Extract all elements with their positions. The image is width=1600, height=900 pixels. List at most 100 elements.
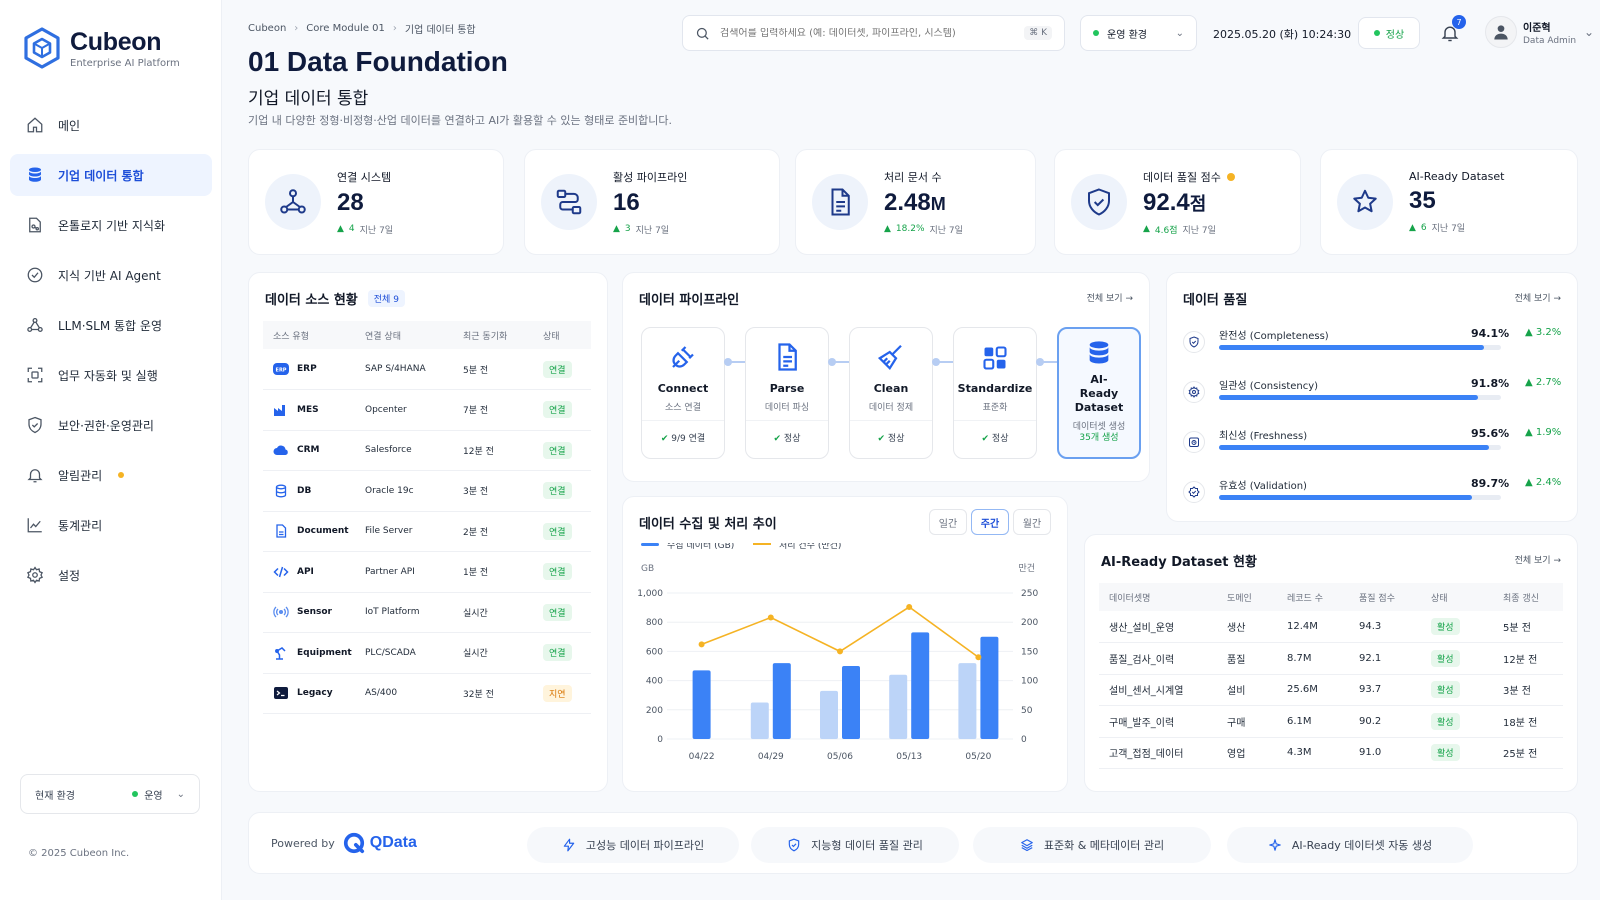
status-badge: 활성 bbox=[1431, 618, 1460, 635]
status-label: 정상 bbox=[1385, 29, 1405, 41]
search-box[interactable]: ⌘ K bbox=[682, 15, 1065, 51]
column-header[interactable]: 데이터셋명 bbox=[1099, 583, 1217, 611]
column-header[interactable]: 도메인 bbox=[1217, 583, 1277, 611]
feature-pill[interactable]: 지능형 데이터 품질 관리 bbox=[751, 827, 959, 863]
cog-check-icon bbox=[1183, 381, 1205, 403]
column-header[interactable]: 연결 상태 bbox=[355, 321, 453, 349]
metric-label: 최신성 (Freshness) bbox=[1219, 431, 1308, 442]
sidebar-item-label: 알림관리 bbox=[58, 468, 103, 483]
feature-pill[interactable]: AI-Ready 데이터셋 자동 생성 bbox=[1227, 827, 1473, 863]
sidebar-item-ai-agent[interactable]: 지식 기반 AI Agent bbox=[10, 254, 212, 296]
kpi-period: 지난 7일 bbox=[635, 225, 670, 236]
view-all-link[interactable]: 전체 보기 → bbox=[1514, 294, 1561, 304]
sidebar-item-llm[interactable]: LLM·SLM 통합 운영 bbox=[10, 304, 212, 346]
sidebar-item-stats[interactable]: 통계관리 bbox=[10, 504, 212, 546]
table-row[interactable]: 설비_센서_시계열 설비 25.6M 93.7 활성 3분 전 bbox=[1099, 674, 1563, 706]
table-row[interactable]: CRM Salesforce 12분 전 연결 bbox=[263, 430, 591, 471]
pipeline-step-parse[interactable]: Parse 데이터 파싱 ✔ 정상 bbox=[745, 327, 829, 459]
qdata-logo[interactable]: QData bbox=[343, 832, 417, 854]
sidebar-item-settings[interactable]: 설정 bbox=[10, 554, 212, 596]
table-row[interactable]: MES Opcenter 7분 전 연결 bbox=[263, 389, 591, 431]
system-status[interactable]: 정상 bbox=[1358, 17, 1420, 49]
quality-metric-consistency[interactable]: 일관성 (Consistency) 91.8% ▲ 2.7% bbox=[1183, 377, 1563, 417]
column-header[interactable]: 상태 bbox=[533, 321, 591, 349]
kpi-card-processed-docs[interactable]: 처리 문서 수 2.48M ▲ 18.2% 지난 7일 bbox=[795, 149, 1036, 255]
table-row[interactable]: Legacy AS/400 32분 전 지연 bbox=[263, 673, 591, 714]
step-name: Connect bbox=[657, 382, 709, 395]
table-row[interactable]: Equipment PLC/SCADA 실시간 연결 bbox=[263, 632, 591, 674]
table-row[interactable]: 품질_검사_이력 품질 8.7M 92.1 활성 12분 전 bbox=[1099, 642, 1563, 675]
dataset-records: 8.7M bbox=[1277, 642, 1349, 675]
sidebar-item-data-integration[interactable]: 기업 데이터 통합 bbox=[10, 154, 212, 196]
period-tab-daily[interactable]: 일간 bbox=[929, 509, 967, 535]
pipeline-step-clean[interactable]: Clean 데이터 정제 ✔ 정상 bbox=[849, 327, 933, 459]
column-header[interactable]: 레코드 수 bbox=[1277, 583, 1349, 611]
environment-selector[interactable]: 현재 환경 운영 ⌄ bbox=[20, 774, 200, 814]
pipeline-step-connect[interactable]: Connect 소스 연결 ✔ 9/9 연결 bbox=[641, 327, 725, 459]
pipeline-step-standardize[interactable]: Standardize 표준화 ✔ 정상 bbox=[953, 327, 1037, 459]
search-input[interactable] bbox=[720, 27, 1015, 39]
shield-check-icon bbox=[1071, 174, 1127, 230]
feature-pill[interactable]: 표준화 & 메타데이터 관리 bbox=[973, 827, 1211, 863]
dataset-domain: 영업 bbox=[1217, 737, 1277, 769]
source-system: Salesforce bbox=[355, 430, 453, 471]
column-header[interactable]: 최종 갱신 bbox=[1493, 583, 1563, 611]
period-toggle: 일간 주간 월간 bbox=[929, 509, 1051, 535]
sidebar-item-automation[interactable]: 업무 자동화 및 실행 bbox=[10, 354, 212, 396]
column-header[interactable]: 최근 동기화 bbox=[453, 321, 533, 349]
table-row[interactable]: 생산_설비_운영 생산 12.4M 94.3 활성 5분 전 bbox=[1099, 611, 1563, 643]
sidebar-item-main[interactable]: 메인 bbox=[10, 104, 212, 146]
table-row[interactable]: DB Oracle 19c 3분 전 연결 bbox=[263, 470, 591, 512]
quality-metric-validation[interactable]: 유효성 (Validation) 89.7% ▲ 2.4% bbox=[1183, 477, 1563, 517]
period-tab-monthly[interactable]: 월간 bbox=[1013, 509, 1051, 535]
broom-icon bbox=[850, 328, 932, 372]
page-title: 01 Data Foundation bbox=[248, 46, 508, 77]
kpi-value: 16 bbox=[613, 188, 640, 216]
column-header[interactable]: 상태 bbox=[1421, 583, 1493, 611]
table-row[interactable]: ERP ERP SAP S/4HANA 5분 전 연결 bbox=[263, 349, 591, 390]
quality-metric-completeness[interactable]: 완전성 (Completeness) 94.1% ▲ 3.2% bbox=[1183, 327, 1563, 367]
column-header[interactable]: 소스 유형 bbox=[263, 321, 355, 349]
bell-icon bbox=[1440, 23, 1460, 43]
breadcrumb-item[interactable]: Core Module 01 bbox=[306, 23, 385, 34]
panel-title: 데이터 수집 및 처리 추이 bbox=[639, 517, 777, 532]
table-row[interactable]: 고객_접점_데이터 영업 4.3M 91.0 활성 25분 전 bbox=[1099, 737, 1563, 769]
table-row[interactable]: 구매_발주_이력 구매 6.1M 90.2 활성 18분 전 bbox=[1099, 705, 1563, 738]
period-tab-weekly[interactable]: 주간 bbox=[971, 509, 1009, 535]
table-row[interactable]: Document File Server 2분 전 연결 bbox=[263, 511, 591, 552]
sources-title: 데이터 소스 현황 bbox=[265, 293, 358, 308]
kpi-value: 92.4 bbox=[1143, 188, 1190, 216]
view-all-link[interactable]: 전체 보기 → bbox=[1514, 556, 1561, 566]
source-system: File Server bbox=[355, 511, 453, 552]
sidebar-item-alerts[interactable]: 알림관리 bbox=[10, 454, 212, 496]
kpi-card-ai-ready-dataset[interactable]: AI-Ready Dataset 35 ▲ 6 지난 7일 bbox=[1320, 149, 1578, 255]
dataset-score: 93.7 bbox=[1349, 674, 1421, 706]
sidebar-item-ontology[interactable]: 온톨로지 기반 지식화 bbox=[10, 204, 212, 246]
environment-dropdown[interactable]: 운영 환경 ⌄ bbox=[1080, 15, 1197, 51]
pipeline-step-ai-ready-dataset[interactable]: AI-Ready Dataset 데이터셋 생성 35개 생성 bbox=[1057, 327, 1141, 459]
feature-pill[interactable]: 고성능 데이터 파이프라인 bbox=[527, 827, 739, 863]
brand-logo[interactable]: Cubeon Enterprise AI Platform bbox=[22, 26, 180, 70]
kpi-label: AI-Ready Dataset bbox=[1409, 170, 1505, 183]
processed-point bbox=[906, 604, 913, 611]
dataset-records: 12.4M bbox=[1277, 611, 1349, 643]
notification-button[interactable]: 7 bbox=[1434, 15, 1466, 49]
y-tick-label-left: 1,000 bbox=[637, 589, 663, 599]
table-row[interactable]: Sensor IoT Platform 실시간 연결 bbox=[263, 592, 591, 633]
kpi-card-quality-score[interactable]: 데이터 품질 점수 92.4점 ▲ 4.6점 지난 7일 bbox=[1054, 149, 1301, 255]
view-all-link[interactable]: 전체 보기 → bbox=[1086, 294, 1133, 304]
sidebar-item-security[interactable]: 보안·권한·운영관리 bbox=[10, 404, 212, 446]
kpi-card-active-pipelines[interactable]: 활성 파이프라인 16 ▲ 3 지난 7일 bbox=[524, 149, 780, 255]
breadcrumb-item[interactable]: Cubeon bbox=[248, 23, 287, 34]
env-label: 현재 환경 bbox=[35, 790, 75, 802]
column-header[interactable]: 품질 점수 bbox=[1349, 583, 1421, 611]
arrow-up-icon: ▲ bbox=[337, 224, 344, 234]
kpi-card-connected-systems[interactable]: 연결 시스템 28 ▲ 4 지난 7일 bbox=[248, 149, 504, 255]
source-system: Opcenter bbox=[355, 389, 453, 431]
dataset-records: 4.3M bbox=[1277, 737, 1349, 769]
quality-metric-freshness[interactable]: 최신성 (Freshness) 95.6% ▲ 1.9% bbox=[1183, 427, 1563, 467]
user-menu[interactable]: 이준혁 Data Admin ⌄ bbox=[1485, 16, 1594, 48]
terminal-icon bbox=[273, 686, 289, 700]
table-row[interactable]: API Partner API 1분 전 연결 bbox=[263, 551, 591, 593]
status-badge: 활성 bbox=[1431, 649, 1460, 667]
